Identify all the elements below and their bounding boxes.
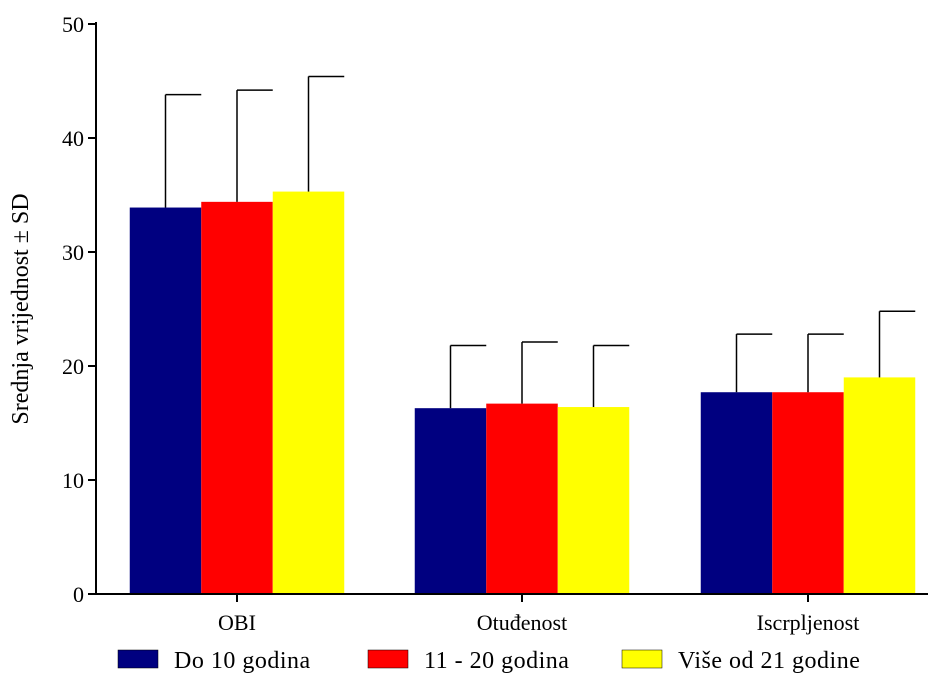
bar-0-1: [201, 201, 273, 594]
legend-label: Do 10 godina: [174, 648, 311, 674]
error-bars-layer: [164, 75, 916, 409]
legend-label: Više od 21 godine: [678, 648, 860, 674]
y-axis-label: Srednja vrijednost ± SD: [8, 193, 34, 424]
bar-1-2: [557, 407, 630, 594]
bar-0-0: [129, 207, 202, 595]
y-tick-label: 50: [62, 12, 84, 37]
y-ticks: 0 10 20 30 40 50: [62, 12, 96, 607]
y-tick-label: 20: [62, 354, 84, 379]
x-tick-label: OBI: [218, 610, 256, 635]
bar-0-2: [272, 191, 345, 594]
legend: Do 10 godina 11 - 20 godina Više od 21 god…: [117, 648, 860, 674]
y-tick-label: 0: [73, 582, 84, 607]
legend-swatch: [117, 649, 159, 669]
bar-2-2: [843, 377, 916, 594]
bar-1-0: [414, 408, 487, 594]
legend-swatch: [367, 649, 409, 669]
y-tick-label: 10: [62, 468, 84, 493]
bars-layer: [129, 191, 916, 595]
axes-layer: [95, 22, 928, 595]
legend-swatch: [621, 649, 663, 669]
y-tick-label: 30: [62, 240, 84, 265]
x-tick-label: Iscrpljenost: [757, 610, 860, 635]
y-tick-label: 40: [62, 126, 84, 151]
bar-2-0: [700, 392, 773, 594]
bar-2-1: [772, 392, 844, 594]
x-ticks: OBI Otuđenost Iscrpljenost: [218, 594, 859, 635]
legend-label: 11 - 20 godina: [424, 648, 569, 674]
x-tick-label: Otuđenost: [477, 610, 567, 635]
bar-1-1: [486, 403, 558, 594]
